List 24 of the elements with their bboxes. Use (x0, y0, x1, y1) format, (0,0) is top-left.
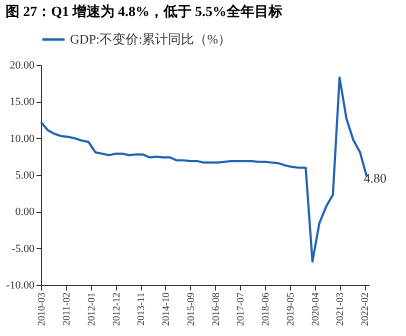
x-tick-label: 2016-08 (210, 292, 222, 326)
x-tick-label: 2013-11 (136, 292, 148, 326)
x-tick-label: 2012-12 (111, 292, 122, 326)
legend-label: GDP:不变价:累计同比（%） (70, 32, 232, 46)
x-tick-label: 2012-01 (86, 292, 98, 326)
x-tick-label: 2018-06 (260, 292, 272, 326)
x-tick-label: 2014-10 (160, 292, 172, 326)
y-tick-label: -10.00 (6, 280, 35, 292)
data-label: 4.80 (364, 170, 386, 186)
x-tick-label: 2011-02 (62, 292, 73, 326)
y-tick-label: 15.00 (10, 96, 35, 108)
x-tick-label: 2022-02 (360, 292, 372, 326)
x-tick-label: 2017-07 (236, 292, 247, 326)
x-tick-label: 2021-03 (335, 292, 346, 326)
x-tick-label: 2010-03 (36, 292, 48, 326)
y-tick-label: 5.00 (15, 170, 35, 182)
y-tick-label: 20.00 (10, 60, 35, 72)
y-tick-label: -5.00 (12, 242, 35, 255)
x-tick-label: 2019-05 (285, 292, 296, 326)
x-tick-label: 2015-09 (186, 292, 197, 326)
y-tick-label: 10.00 (10, 132, 35, 145)
y-tick-label: 0.00 (15, 206, 35, 218)
x-tick-label: 2020-04 (310, 292, 322, 326)
chart-title: 图 27：Q1 增速为 4.8%，低于 5.5%全年目标 (6, 4, 282, 20)
